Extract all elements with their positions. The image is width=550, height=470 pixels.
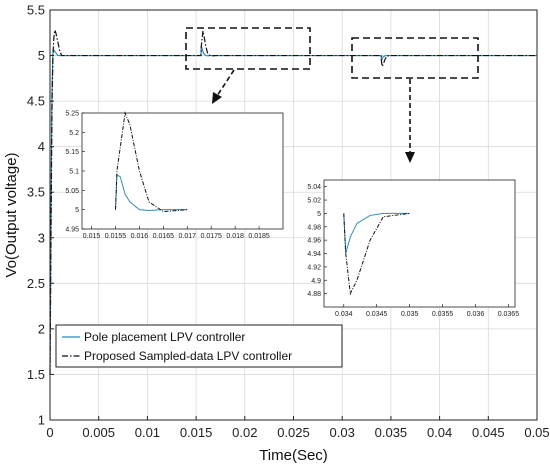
inset-y-tick-label: 5.02 — [307, 198, 321, 205]
legend: Pole placement LPV controller Proposed S… — [55, 324, 343, 368]
x-tick-label: 0.025 — [277, 425, 310, 440]
inset-y-tick-label: 5.05 — [65, 188, 79, 195]
inset-x-tick-label: 0.034 — [335, 311, 353, 318]
inset-y-tick-label: 4.95 — [65, 227, 79, 234]
x-tick-label: 0.03 — [330, 425, 355, 440]
inset-y-tick-label: 4.88 — [307, 291, 321, 298]
inset-x-tick-label: 0.0185 — [248, 233, 270, 240]
y-tick-label: 4.5 — [27, 94, 45, 109]
inset-x-tick-label: 0.035 — [401, 311, 419, 318]
inset-x-tick-label: 0.0175 — [201, 233, 223, 240]
legend-label-proposed: Proposed Sampled-data LPV controller — [84, 349, 292, 363]
inset-y-tick-label: 4.94 — [307, 251, 321, 258]
x-tick-label: 0.02 — [232, 425, 257, 440]
inset-y-tick-label: 5.04 — [307, 184, 321, 191]
inset-y-tick-label: 5.1 — [69, 169, 79, 176]
y-tick-label: 4 — [38, 139, 45, 154]
y-tick-label: 5 — [38, 48, 45, 63]
inset-y-tick-label: 4.92 — [307, 264, 321, 271]
inset-x-tick-label: 0.0355 — [432, 311, 454, 318]
x-tick-label: 0.005 — [82, 425, 115, 440]
inset-x-tick-label: 0.0365 — [498, 311, 520, 318]
zoom-box-2 — [351, 37, 479, 79]
x-tick-label: 0.045 — [472, 425, 505, 440]
inset-x-tick-label: 0.018 — [226, 233, 244, 240]
inset-x-tick-label: 0.036 — [467, 311, 485, 318]
y-tick-label: 2.5 — [27, 276, 45, 291]
zoom-arrow-2-head — [405, 152, 415, 163]
inset-series-line-pole-placement — [115, 174, 188, 211]
x-tick-label: 0.04 — [427, 425, 452, 440]
inset-y-tick-label: 4.9 — [311, 278, 321, 285]
y-tick-label: 1 — [38, 413, 45, 428]
y-tick-label: 5.5 — [27, 3, 45, 18]
y-tick-label: 3.5 — [27, 185, 45, 200]
zoom-arrow-1-line — [216, 69, 235, 97]
main-ticks: 0 0.005 0.01 0.015 0.02 0.025 0.03 0.035 0.04 0.0… — [27, 3, 550, 441]
x-tick-label: 0.01 — [135, 425, 160, 440]
series-line-proposed — [49, 29, 537, 375]
inset-series-line-proposed — [343, 212, 410, 296]
zoom-box-1 — [185, 27, 311, 70]
inset-y-tick-label: 5.15 — [65, 149, 79, 156]
x-tick-label: 0.05 — [524, 425, 549, 440]
y-tick-label: 2 — [38, 321, 45, 336]
x-tick-label: 0.035 — [375, 425, 408, 440]
inset-chart-1: 0.015 0.0155 0.016 0.0165 0.017 0.0175 0.018 0.… — [65, 111, 284, 240]
inset-x-tick-label: 0.0165 — [153, 233, 175, 240]
legend-label-pole-placement: Pole placement LPV controller — [84, 330, 245, 344]
inset-y-tick-label: 5.25 — [65, 111, 79, 118]
series-line-pole-placement — [49, 46, 537, 375]
y-tick-label: 1.5 — [27, 367, 45, 382]
inset-x-tick-label: 0.015 — [83, 233, 101, 240]
inset-y-tick-label: 4.96 — [307, 238, 321, 245]
inset-axes-box — [323, 179, 516, 308]
inset-x-tick-label: 0.017 — [179, 233, 197, 240]
inset-x-tick-label: 0.016 — [131, 233, 149, 240]
inset-series-line-proposed — [115, 111, 188, 213]
x-tick-label: 0.015 — [180, 425, 213, 440]
inset-y-tick-label: 4.98 — [307, 224, 321, 231]
main-series — [49, 29, 537, 375]
zoom-indicators — [185, 27, 479, 163]
inset-y-tick-label: 5.2 — [69, 130, 79, 137]
x-axis-label: Time(Sec) — [259, 447, 328, 464]
y-tick-label: 3 — [38, 230, 45, 245]
inset-axes-box — [81, 112, 284, 230]
inset-y-tick-label: 5 — [317, 211, 321, 218]
zoom-arrow-1-head — [212, 92, 222, 104]
x-tick-label: 0 — [46, 425, 53, 440]
inset-chart-2: 0.034 0.0345 0.035 0.0355 0.036 0.0365 4.88 4.9… — [307, 179, 520, 318]
inset-x-tick-label: 0.0155 — [105, 233, 127, 240]
inset-x-tick-label: 0.0345 — [366, 311, 388, 318]
inset-y-tick-label: 5 — [75, 207, 79, 214]
legend-box — [55, 324, 343, 368]
y-axis-label: Vo(Output voltage) — [3, 152, 20, 277]
